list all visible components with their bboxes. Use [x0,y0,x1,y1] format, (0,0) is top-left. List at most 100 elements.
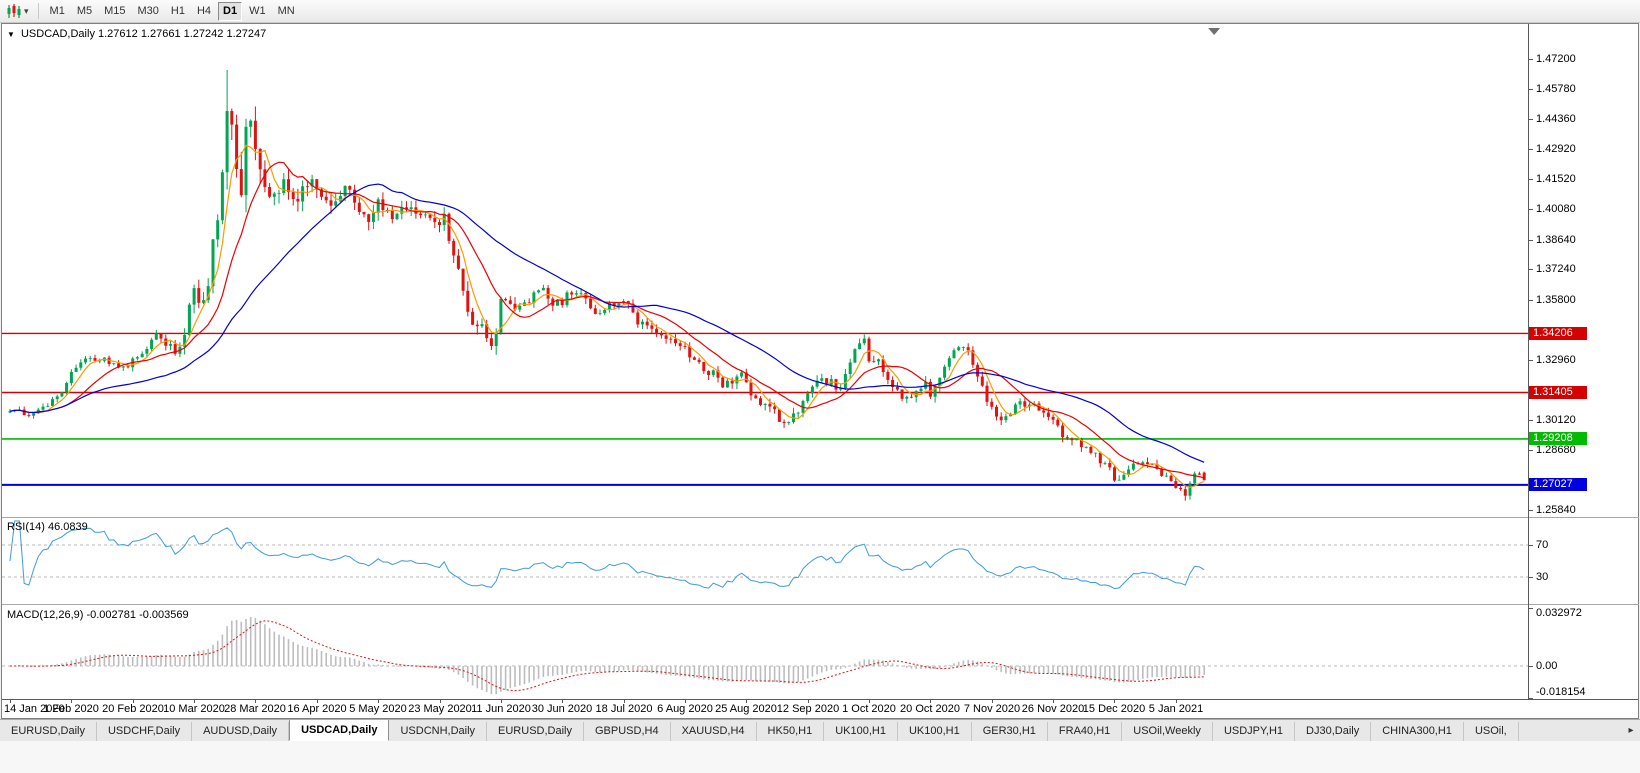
chart-tab-china300-h1[interactable]: CHINA300,H1 [1371,722,1464,741]
price-tick-label: 1.45780 [1536,83,1576,95]
horizontal-line-objects[interactable] [2,332,1528,486]
rsi-level-dash [1529,577,1533,578]
macd-scale-label: -0.018154 [1536,686,1586,698]
pane-splitter-axis [1529,517,1639,518]
date-tick [133,700,134,703]
tab-scroll-right-icon[interactable]: ▸ [1628,725,1634,736]
rsi-level-dash [1529,545,1533,546]
price-tick-dash [1529,420,1533,421]
date-label: 26 Nov 2020 [1021,703,1085,715]
timeframe-button-mn[interactable]: MN [277,4,295,17]
chart-tab-hk50-h1[interactable]: HK50,H1 [756,722,825,741]
date-label: 5 May 2020 [349,703,407,715]
chart-title-text: USDCAD,Daily 1.27612 1.27661 1.27242 1.2… [20,28,267,40]
price-tick-label: 1.42920 [1536,143,1576,155]
timeframe-button-m1[interactable]: M1 [49,4,65,17]
date-label: 10 Mar 2020 [163,703,225,715]
date-tick [562,700,563,703]
date-label: 18 Jul 2020 [595,703,653,715]
price-tick-dash [1529,360,1533,361]
date-label: 14 Jan 2020 [4,703,65,715]
chart-type-dropdown-icon[interactable]: ▾ [24,5,29,16]
price-tick-dash [1529,269,1533,270]
price-tick-dash [1529,450,1533,451]
hline-price-label-1.29208: 1.29208 [1529,432,1587,445]
candlestick-chart-type-icon[interactable] [4,2,24,21]
date-label: 5 Jan 2021 [1148,703,1204,715]
price-tick-label: 1.44360 [1536,113,1576,125]
mini-candles-glyph [7,3,21,18]
date-label: 12 Sep 2020 [776,703,840,715]
chart-tab-uk100-h1[interactable]: UK100,H1 [824,722,898,741]
chart-tab-xauusd-h4[interactable]: XAUUSD,H4 [670,722,757,741]
chart-title: ▼ USDCAD,Daily 1.27612 1.27661 1.27242 1… [7,28,266,40]
price-tick-dash [1529,149,1533,150]
price-tick-label: 1.32960 [1536,354,1576,366]
chart-tab-eurusd-daily[interactable]: EURUSD,Daily [0,722,97,741]
chart-tab-usdcnh-daily[interactable]: USDCNH,Daily [389,722,488,741]
price-tick-label: 1.41520 [1536,173,1576,185]
date-tick [808,700,809,703]
timeframe-button-m5[interactable]: M5 [76,4,93,17]
date-tick [1053,700,1054,703]
chart-tab-uk100-h1[interactable]: UK100,H1 [897,722,972,741]
price-tick-dash [1529,240,1533,241]
price-tick-dash [1529,89,1533,90]
date-axis[interactable]: 14 Jan 2020 1 Feb 2020 20 Feb 2020 10 Mar 2… [2,699,1638,718]
chart-tabbar: EURUSD,Daily USDCHF,Daily AUDUSD,Daily USDC… [0,719,1640,741]
rsi-label: RSI(14) 46.0839 [7,521,88,533]
toolbar-separator [37,3,39,19]
chart-tab-usoil-weekly[interactable]: USOil,Weekly [1122,722,1213,741]
date-tick [10,700,11,703]
date-tick [992,700,993,703]
chart-tab-usoil[interactable]: USOil, [1463,722,1519,741]
chart-tab-usdcad-daily[interactable]: USDCAD,Daily [289,720,390,741]
macd-histogram [13,617,1205,695]
macd-label: MACD(12,26,9) -0.002781 -0.003569 [7,609,189,621]
chart-shift-marker[interactable] [1208,28,1221,35]
timeframe-button-m30[interactable]: M30 [137,4,159,17]
date-tick [624,700,625,703]
status-strip [0,741,1640,773]
timeframe-button-h1[interactable]: H1 [170,4,185,17]
chart-window[interactable]: ▼ USDCAD,Daily 1.27612 1.27661 1.27242 1… [1,23,1639,719]
hline-price-label-1.31405: 1.31405 [1529,386,1587,399]
date-tick [685,700,686,703]
date-label: 30 Jun 2020 [531,703,593,715]
price-chart-plot[interactable] [2,24,1528,699]
macd-signal-line [10,620,1205,692]
rsi-line [9,520,1205,590]
chart-tab-ger30-h1[interactable]: GER30,H1 [971,722,1048,741]
chart-tab-fra40-h1[interactable]: FRA40,H1 [1047,722,1123,741]
date-label: 20 Feb 2020 [102,703,164,715]
rsi-level-label: 30 [1536,571,1549,583]
date-label: 16 Apr 2020 [287,703,347,715]
price-tick-label: 1.47200 [1536,53,1576,65]
date-label: 11 Jun 2020 [471,703,531,715]
date-tick [869,700,870,703]
timeframe-button-h4[interactable]: H4 [196,4,212,17]
date-tick [255,700,256,703]
ma-5-line [9,144,1205,489]
price-tick-label: 1.30120 [1536,414,1576,426]
date-label: 25 Aug 2020 [715,703,777,715]
date-tick [930,700,931,703]
timeframe-button-w1[interactable]: W1 [249,4,266,17]
chart-tab-eurusd-daily[interactable]: EURUSD,Daily [487,722,584,741]
candles [8,70,1206,501]
date-tick [378,700,379,703]
timeframe-button-d1[interactable]: D1 [218,1,243,21]
date-label: 1 Feb 2020 [43,703,99,715]
timeframe-button-m15[interactable]: M15 [104,4,126,17]
chart-tab-gbpusd-h4[interactable]: GBPUSD,H4 [584,722,671,741]
chart-tab-dj30-daily[interactable]: DJ30,Daily [1295,722,1372,741]
chart-tab-usdjpy-h1[interactable]: USDJPY,H1 [1212,722,1296,741]
chart-tab-usdchf-daily[interactable]: USDCHF,Daily [96,722,193,741]
date-tick [317,700,318,703]
date-label: 15 Dec 2020 [1082,703,1146,715]
date-label: 23 May 2020 [408,703,472,715]
tick-down-icon: ▼ [7,30,15,39]
chart-tab-audusd-daily[interactable]: AUDUSD,Daily [192,722,290,741]
ma-34-line [9,183,1205,463]
price-axis[interactable]: 1.47200 1.45780 1.44360 1.42920 1.41520 1.400… [1528,24,1639,699]
